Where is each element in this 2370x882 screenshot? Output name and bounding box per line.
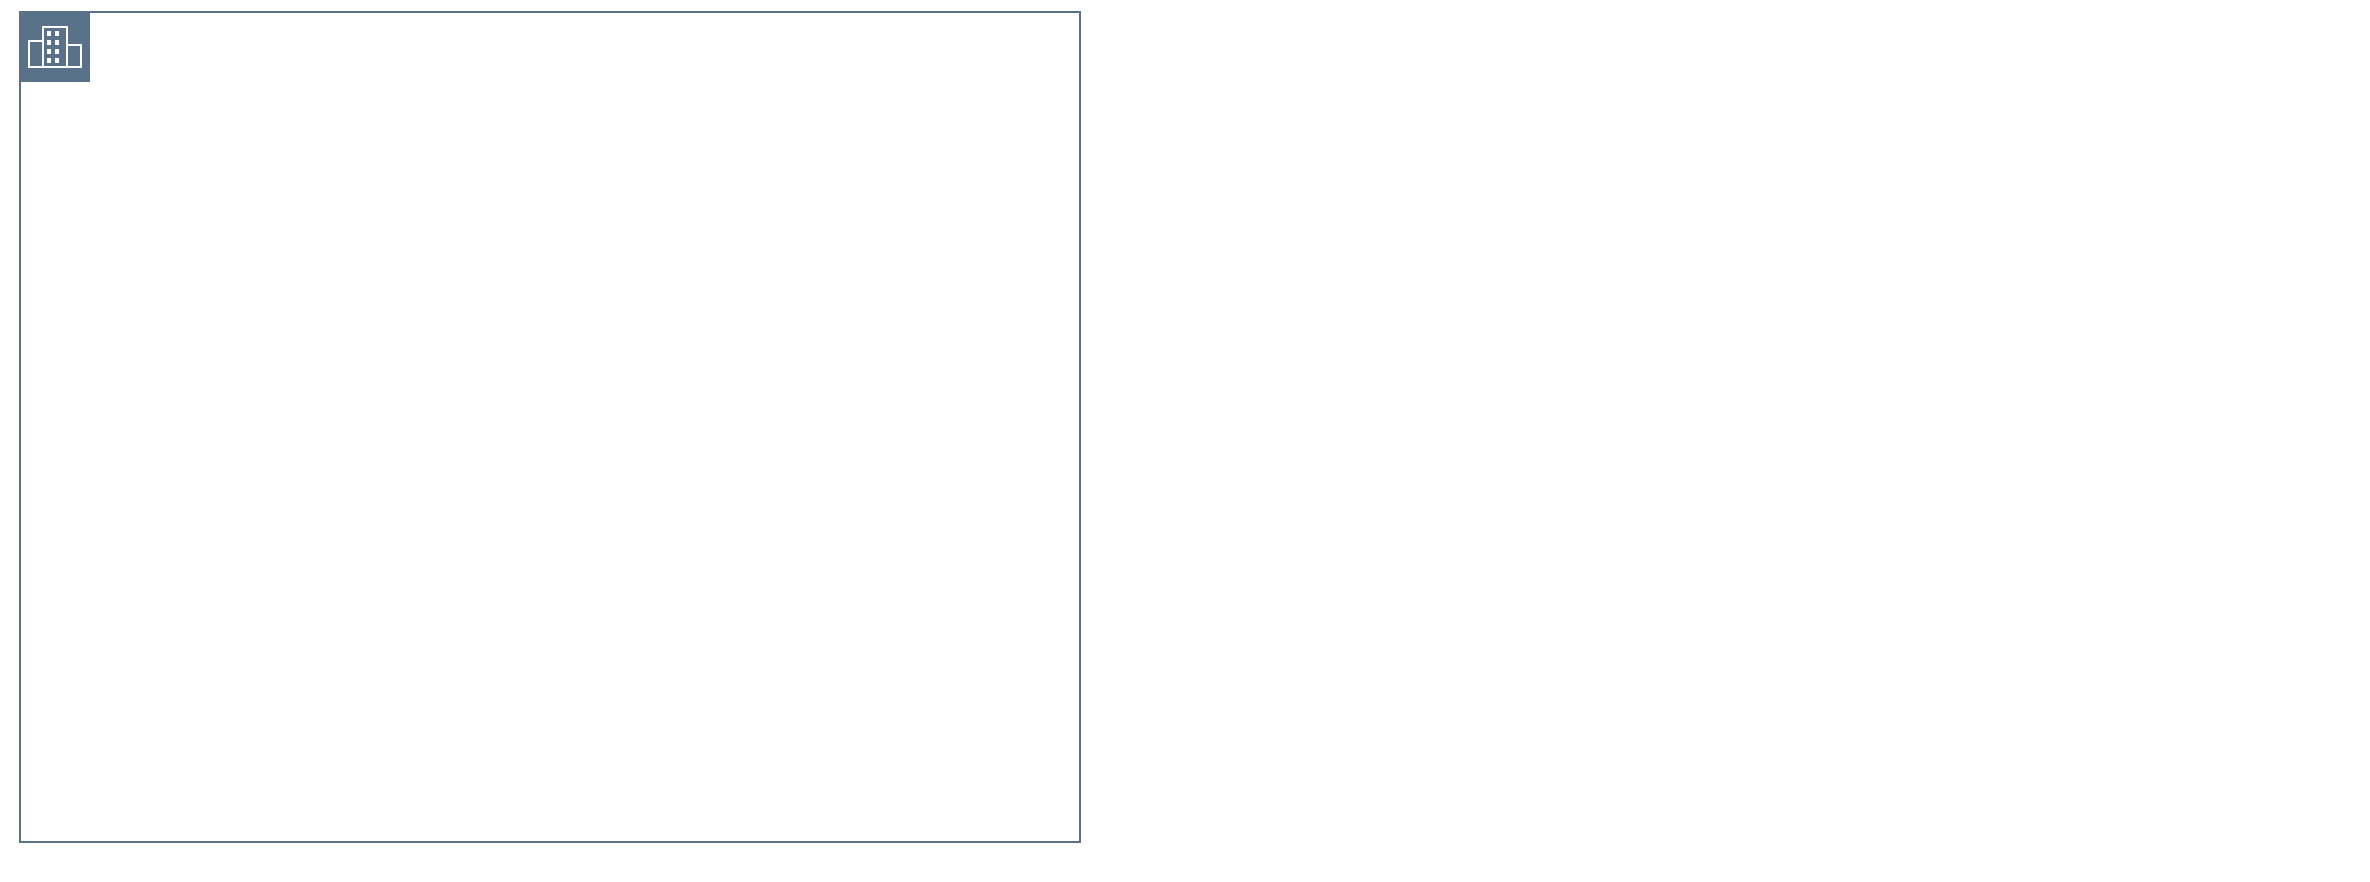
container-box xyxy=(20,12,1080,842)
container-badge xyxy=(20,12,90,82)
